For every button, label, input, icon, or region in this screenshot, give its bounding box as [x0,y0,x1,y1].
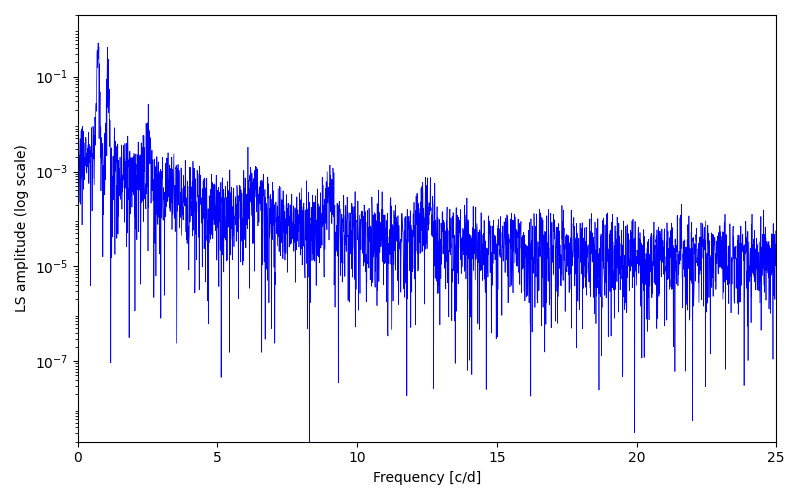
X-axis label: Frequency [c/d]: Frequency [c/d] [373,471,481,485]
Y-axis label: LS amplitude (log scale): LS amplitude (log scale) [15,144,29,312]
